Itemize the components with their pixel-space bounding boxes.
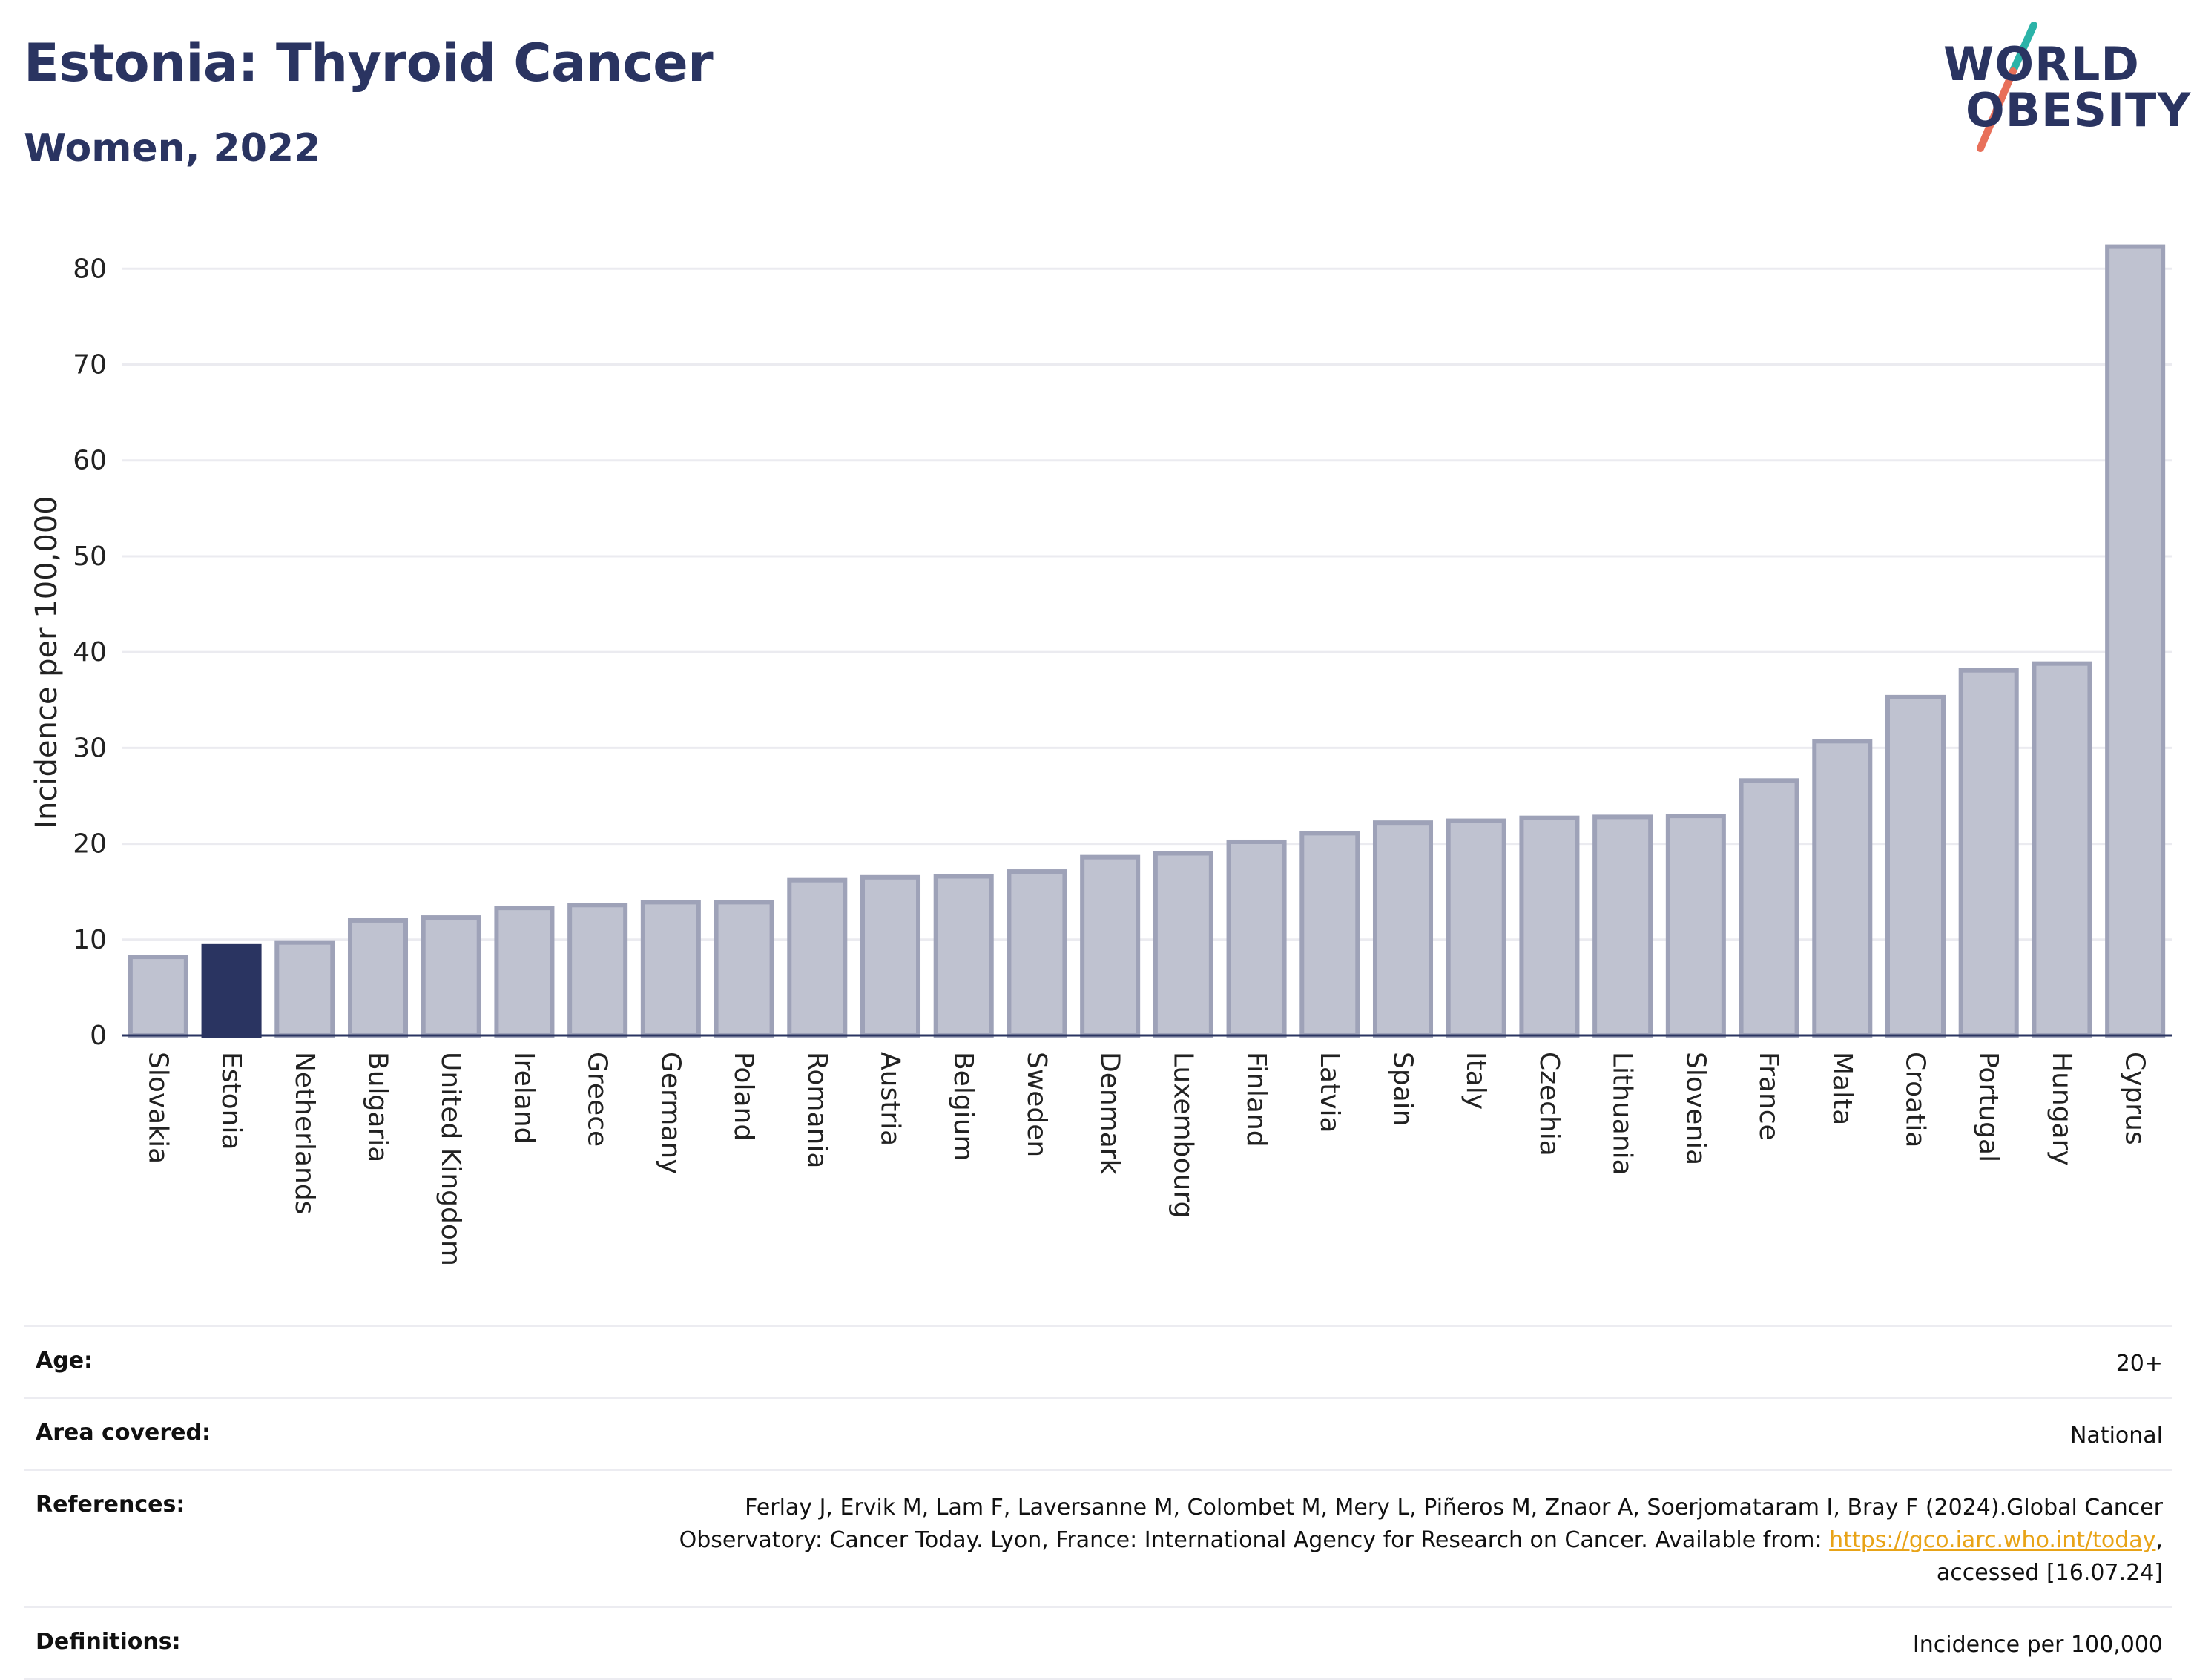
bar-hungary[interactable] — [2032, 661, 2092, 1038]
age-label: Age: — [36, 1348, 93, 1374]
references-value: Ferlay J, Ervik M, Lam F, Laversanne M, … — [679, 1492, 2163, 1590]
area-value: National — [2069, 1423, 2163, 1449]
x-tick-label: Cyprus — [2120, 1052, 2150, 1145]
references-text-2: Observatory: Cancer Today. Lyon, France:… — [679, 1527, 1830, 1553]
definitions-label: Definitions: — [36, 1629, 181, 1655]
x-tick-label: United Kingdom — [435, 1052, 466, 1266]
x-tick-label: Poland — [728, 1052, 759, 1141]
y-tick-label: 30 — [73, 733, 107, 763]
area-label: Area covered: — [36, 1420, 211, 1446]
logo-line-2: OBESITY — [1966, 83, 2192, 137]
bar-czechia[interactable] — [1519, 815, 1580, 1038]
y-tick-label: 0 — [90, 1021, 107, 1051]
bar-luxembourg[interactable] — [1153, 851, 1213, 1038]
x-tick-label: Sweden — [1021, 1052, 1052, 1157]
x-tick-label: Greece — [582, 1052, 613, 1147]
bar-slovenia[interactable] — [1665, 814, 1726, 1038]
bar-lithuania[interactable] — [1592, 814, 1653, 1038]
y-tick-label: 10 — [73, 925, 107, 955]
bar-portugal[interactable] — [1958, 668, 2019, 1038]
y-axis-label: Incidence per 100,000 — [30, 495, 64, 829]
x-tick-label: Lithuania — [1607, 1052, 1638, 1176]
references-link[interactable]: https://gco.iarc.who.int/today — [1829, 1527, 2156, 1553]
bars — [128, 244, 2166, 1038]
x-tick-label: Germany — [655, 1052, 685, 1174]
bar-cyprus[interactable] — [2105, 244, 2166, 1038]
y-tick-label: 50 — [73, 541, 107, 572]
meta-row-definitions: Definitions: Incidence per 100,000 — [24, 1606, 2172, 1680]
meta-row-references: References: Ferlay J, Ervik M, Lam F, La… — [24, 1469, 2172, 1606]
x-tick-label: Estonia — [216, 1052, 246, 1150]
bar-bulgaria[interactable] — [347, 918, 409, 1038]
x-tick-label: Malta — [1827, 1052, 1857, 1125]
bar-spain[interactable] — [1372, 820, 1434, 1038]
bar-latvia[interactable] — [1299, 831, 1360, 1038]
world-obesity-logo[interactable]: WORLD OBESITY — [1936, 22, 2190, 156]
x-tick-labels: Slovakia Estonia Netherlands Bulgaria United… — [142, 1052, 2149, 1266]
x-tick-label: Slovakia — [142, 1052, 173, 1164]
x-tick-label: Italy — [1460, 1052, 1491, 1110]
x-tick-label: Croatia — [1900, 1052, 1931, 1147]
y-tick-label: 60 — [73, 446, 107, 476]
x-tick-label: Bulgaria — [363, 1052, 393, 1162]
x-tick-label: Finland — [1241, 1052, 1271, 1147]
bar-belgium[interactable] — [933, 874, 994, 1038]
x-tick-label: Ireland — [509, 1052, 539, 1144]
bar-netherlands[interactable] — [274, 940, 335, 1038]
bar-ireland[interactable] — [494, 906, 555, 1038]
x-tick-label: Netherlands — [289, 1052, 320, 1214]
bar-germany[interactable] — [640, 900, 701, 1038]
x-tick-label: Latvia — [1314, 1052, 1345, 1133]
bar-denmark[interactable] — [1080, 854, 1141, 1038]
references-text-3: , — [2155, 1527, 2163, 1553]
meta-row-age: Age: 20+ — [24, 1325, 2172, 1397]
bar-croatia[interactable] — [1885, 694, 1946, 1038]
bar-romania[interactable] — [787, 877, 848, 1038]
bar-estonia[interactable] — [201, 943, 262, 1038]
bar-malta[interactable] — [1812, 739, 1873, 1038]
bar-united-kingdom[interactable] — [421, 915, 481, 1038]
metadata-table: Age: 20+ Area covered: National Referenc… — [24, 1325, 2172, 1680]
y-tick-label: 20 — [73, 829, 107, 860]
x-tick-label: Czechia — [1534, 1052, 1564, 1156]
x-tick-label: Luxembourg — [1167, 1052, 1198, 1218]
x-tick-label: Austria — [875, 1052, 906, 1146]
x-tick-label: Hungary — [2046, 1052, 2077, 1166]
bar-italy[interactable] — [1446, 818, 1506, 1038]
logo-slash-icon — [1977, 22, 2037, 152]
bar-sweden[interactable] — [1007, 869, 1067, 1038]
definitions-value: Incidence per 100,000 — [1912, 1632, 2163, 1658]
bar-greece[interactable] — [567, 903, 628, 1038]
y-tick-labels: 0 10 20 30 40 50 60 70 80 — [73, 254, 107, 1051]
x-tick-label: Slovenia — [1680, 1052, 1710, 1165]
y-tick-label: 70 — [73, 350, 107, 381]
bar-finland[interactable] — [1226, 839, 1287, 1038]
y-tick-label: 80 — [73, 254, 107, 284]
age-value: 20+ — [2115, 1351, 2163, 1377]
x-tick-label: Romania — [802, 1052, 832, 1168]
references-text-4: accessed [16.07.24] — [1936, 1560, 2163, 1586]
x-tick-label: Denmark — [1095, 1052, 1125, 1175]
bar-slovakia[interactable] — [128, 955, 188, 1038]
x-tick-label: Portugal — [1973, 1052, 2003, 1162]
bar-france[interactable] — [1739, 778, 1799, 1038]
x-tick-label: France — [1753, 1052, 1784, 1141]
x-tick-label: Spain — [1388, 1052, 1418, 1127]
bar-austria[interactable] — [860, 874, 921, 1038]
references-text-1: Ferlay J, Ervik M, Lam F, Laversanne M, … — [745, 1495, 2163, 1521]
references-label: References: — [36, 1492, 185, 1518]
x-tick-label: Belgium — [948, 1052, 978, 1162]
chart-subtitle: Women, 2022 — [24, 126, 321, 171]
logo-line-1: WORLD — [1943, 37, 2140, 91]
meta-row-area: Area covered: National — [24, 1397, 2172, 1469]
y-tick-label: 40 — [73, 637, 107, 668]
bar-chart: 0 10 20 30 40 50 60 70 80 Slovakia Estonia Netherl… — [30, 244, 2172, 1266]
bar-poland[interactable] — [714, 900, 774, 1038]
chart-title: Estonia: Thyroid Cancer — [24, 33, 714, 93]
